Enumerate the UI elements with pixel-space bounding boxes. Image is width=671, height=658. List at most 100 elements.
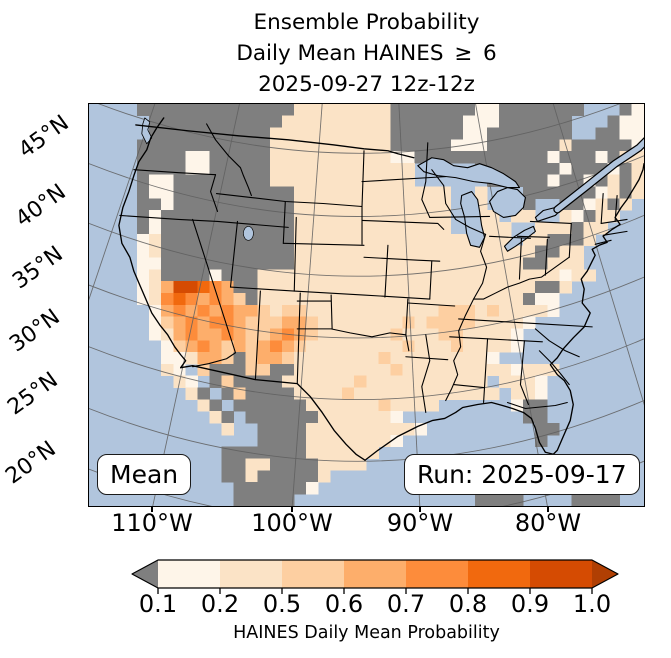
colorbar-segment: [468, 560, 531, 588]
raster-cell-run: [390, 434, 403, 448]
raster-cell-run: [390, 328, 403, 341]
raster-cell-run: [233, 304, 259, 318]
raster-cell-run: [571, 222, 584, 235]
raster-cell-run: [305, 316, 319, 329]
raster-cell-run: [305, 340, 319, 353]
raster-cell-run: [137, 222, 150, 235]
raster-cell-run: [161, 198, 174, 211]
raster-cell-run: [619, 127, 644, 140]
raster-cell-run: [281, 340, 295, 353]
raster-cell-run: [221, 269, 259, 282]
raster-cell-run: [233, 399, 307, 412]
map-canvas: [89, 104, 644, 506]
raster-cell-run: [607, 174, 621, 187]
raster-cell-run: [161, 363, 174, 377]
raster-cell-run: [318, 423, 415, 436]
raster-cell-run: [281, 316, 307, 329]
lon-tick-label: 100°W: [251, 509, 333, 537]
raster-cell-run: [173, 198, 295, 211]
raster-cell-run: [233, 375, 283, 388]
raster-cell-run: [185, 151, 210, 164]
raster-cell-run: [414, 340, 452, 353]
raster-cell-run: [269, 340, 283, 353]
raster-cell-run: [305, 446, 331, 459]
raster-cell-run: [221, 411, 234, 424]
raster-cell-run: [209, 411, 222, 424]
raster-cell-run: [318, 387, 343, 400]
state-borders: [119, 123, 628, 414]
raster-cell-run: [173, 304, 186, 318]
raster-cell-run: [595, 151, 609, 164]
colorbar-under-arrow: [132, 560, 158, 588]
colorbar-segment: [282, 560, 345, 588]
raster-cell-run: [233, 352, 247, 365]
colorbar-tick-label: 0.2: [200, 590, 240, 618]
raster-cell-run: [161, 222, 295, 235]
raster-cell-run: [209, 269, 222, 282]
raster-cell-run: [221, 470, 247, 483]
raster-cell-run: [245, 458, 271, 471]
raster-cell-run: [305, 434, 331, 448]
raster-cell-run: [137, 151, 186, 164]
raster-cell-run: [269, 151, 391, 164]
raster-cell-run: [486, 304, 500, 318]
raster-cell-run: [390, 104, 476, 117]
raster-cell-run: [523, 257, 548, 270]
lake-michigan: [460, 191, 486, 248]
raster-cell-run: [474, 387, 500, 400]
colorbar: [131, 559, 619, 594]
raster-cell-run: [354, 387, 367, 400]
raster-cell-run: [233, 316, 247, 329]
raster-cell-run: [209, 281, 222, 294]
raster-cell-run: [499, 304, 548, 318]
raster-cell-run: [269, 162, 415, 176]
raster-cell-run: [137, 245, 150, 258]
lake-huron: [489, 187, 526, 218]
raster-cell-run: [595, 127, 621, 140]
lon-axis-tick: [151, 506, 153, 512]
raster-cell-run: [137, 281, 150, 294]
raster-cell-run: [619, 162, 633, 176]
colorbar-segment: [530, 560, 593, 588]
lat-tick-label: 40°N: [11, 179, 71, 233]
raster-cell-run: [233, 387, 247, 400]
raster-cell-run: [197, 352, 222, 365]
raster-cell-run: [462, 375, 488, 388]
title-line-1: Ensemble Probability: [253, 10, 480, 35]
raster-cell-run: [318, 458, 343, 471]
colorbar-ticks: [157, 588, 593, 594]
lon-tick-label: 110°W: [111, 509, 193, 537]
raster-cell-run: [149, 210, 162, 223]
raster-cell-run: [511, 387, 536, 400]
raster-cell-run: [523, 411, 548, 424]
raster-cell-run: [559, 151, 596, 164]
raster-cell-run: [426, 316, 476, 329]
raster-cell-run: [595, 186, 609, 199]
raster-cell-run: [414, 151, 548, 164]
raster-cell-run: [305, 399, 355, 412]
colorbar-tick-label: 1.0: [572, 590, 612, 618]
raster-cell-run: [173, 328, 186, 341]
raster-cell-run: [462, 127, 488, 140]
raster-cell-run: [197, 304, 210, 318]
raster-cell-run: [185, 352, 198, 365]
raster-cell-run: [390, 340, 403, 353]
chart-title: Ensemble Probability Daily Mean HAINES ≥…: [88, 7, 645, 100]
raster-cell-run: [161, 245, 295, 258]
lat-tick-label: 20°N: [1, 436, 61, 490]
raster-cell-run: [547, 233, 584, 247]
raster-cell-run: [197, 316, 210, 329]
colorbar-tick-label: 0.8: [448, 590, 488, 618]
lon-tick-label: 90°W: [386, 509, 454, 537]
raster-cell-run: [185, 375, 198, 388]
raster-cell-run: [209, 399, 222, 412]
raster-cell-run: [535, 281, 560, 294]
raster-cell-run: [631, 104, 644, 117]
raster-cell-run: [245, 470, 259, 483]
raster-cell-run: [390, 352, 415, 365]
raster-cell-run: [318, 340, 391, 353]
raster-cell-run: [149, 245, 162, 258]
raster-cell-run: [233, 328, 247, 341]
raster-cell-run: [511, 363, 524, 377]
raster-cell-run: [281, 352, 295, 365]
